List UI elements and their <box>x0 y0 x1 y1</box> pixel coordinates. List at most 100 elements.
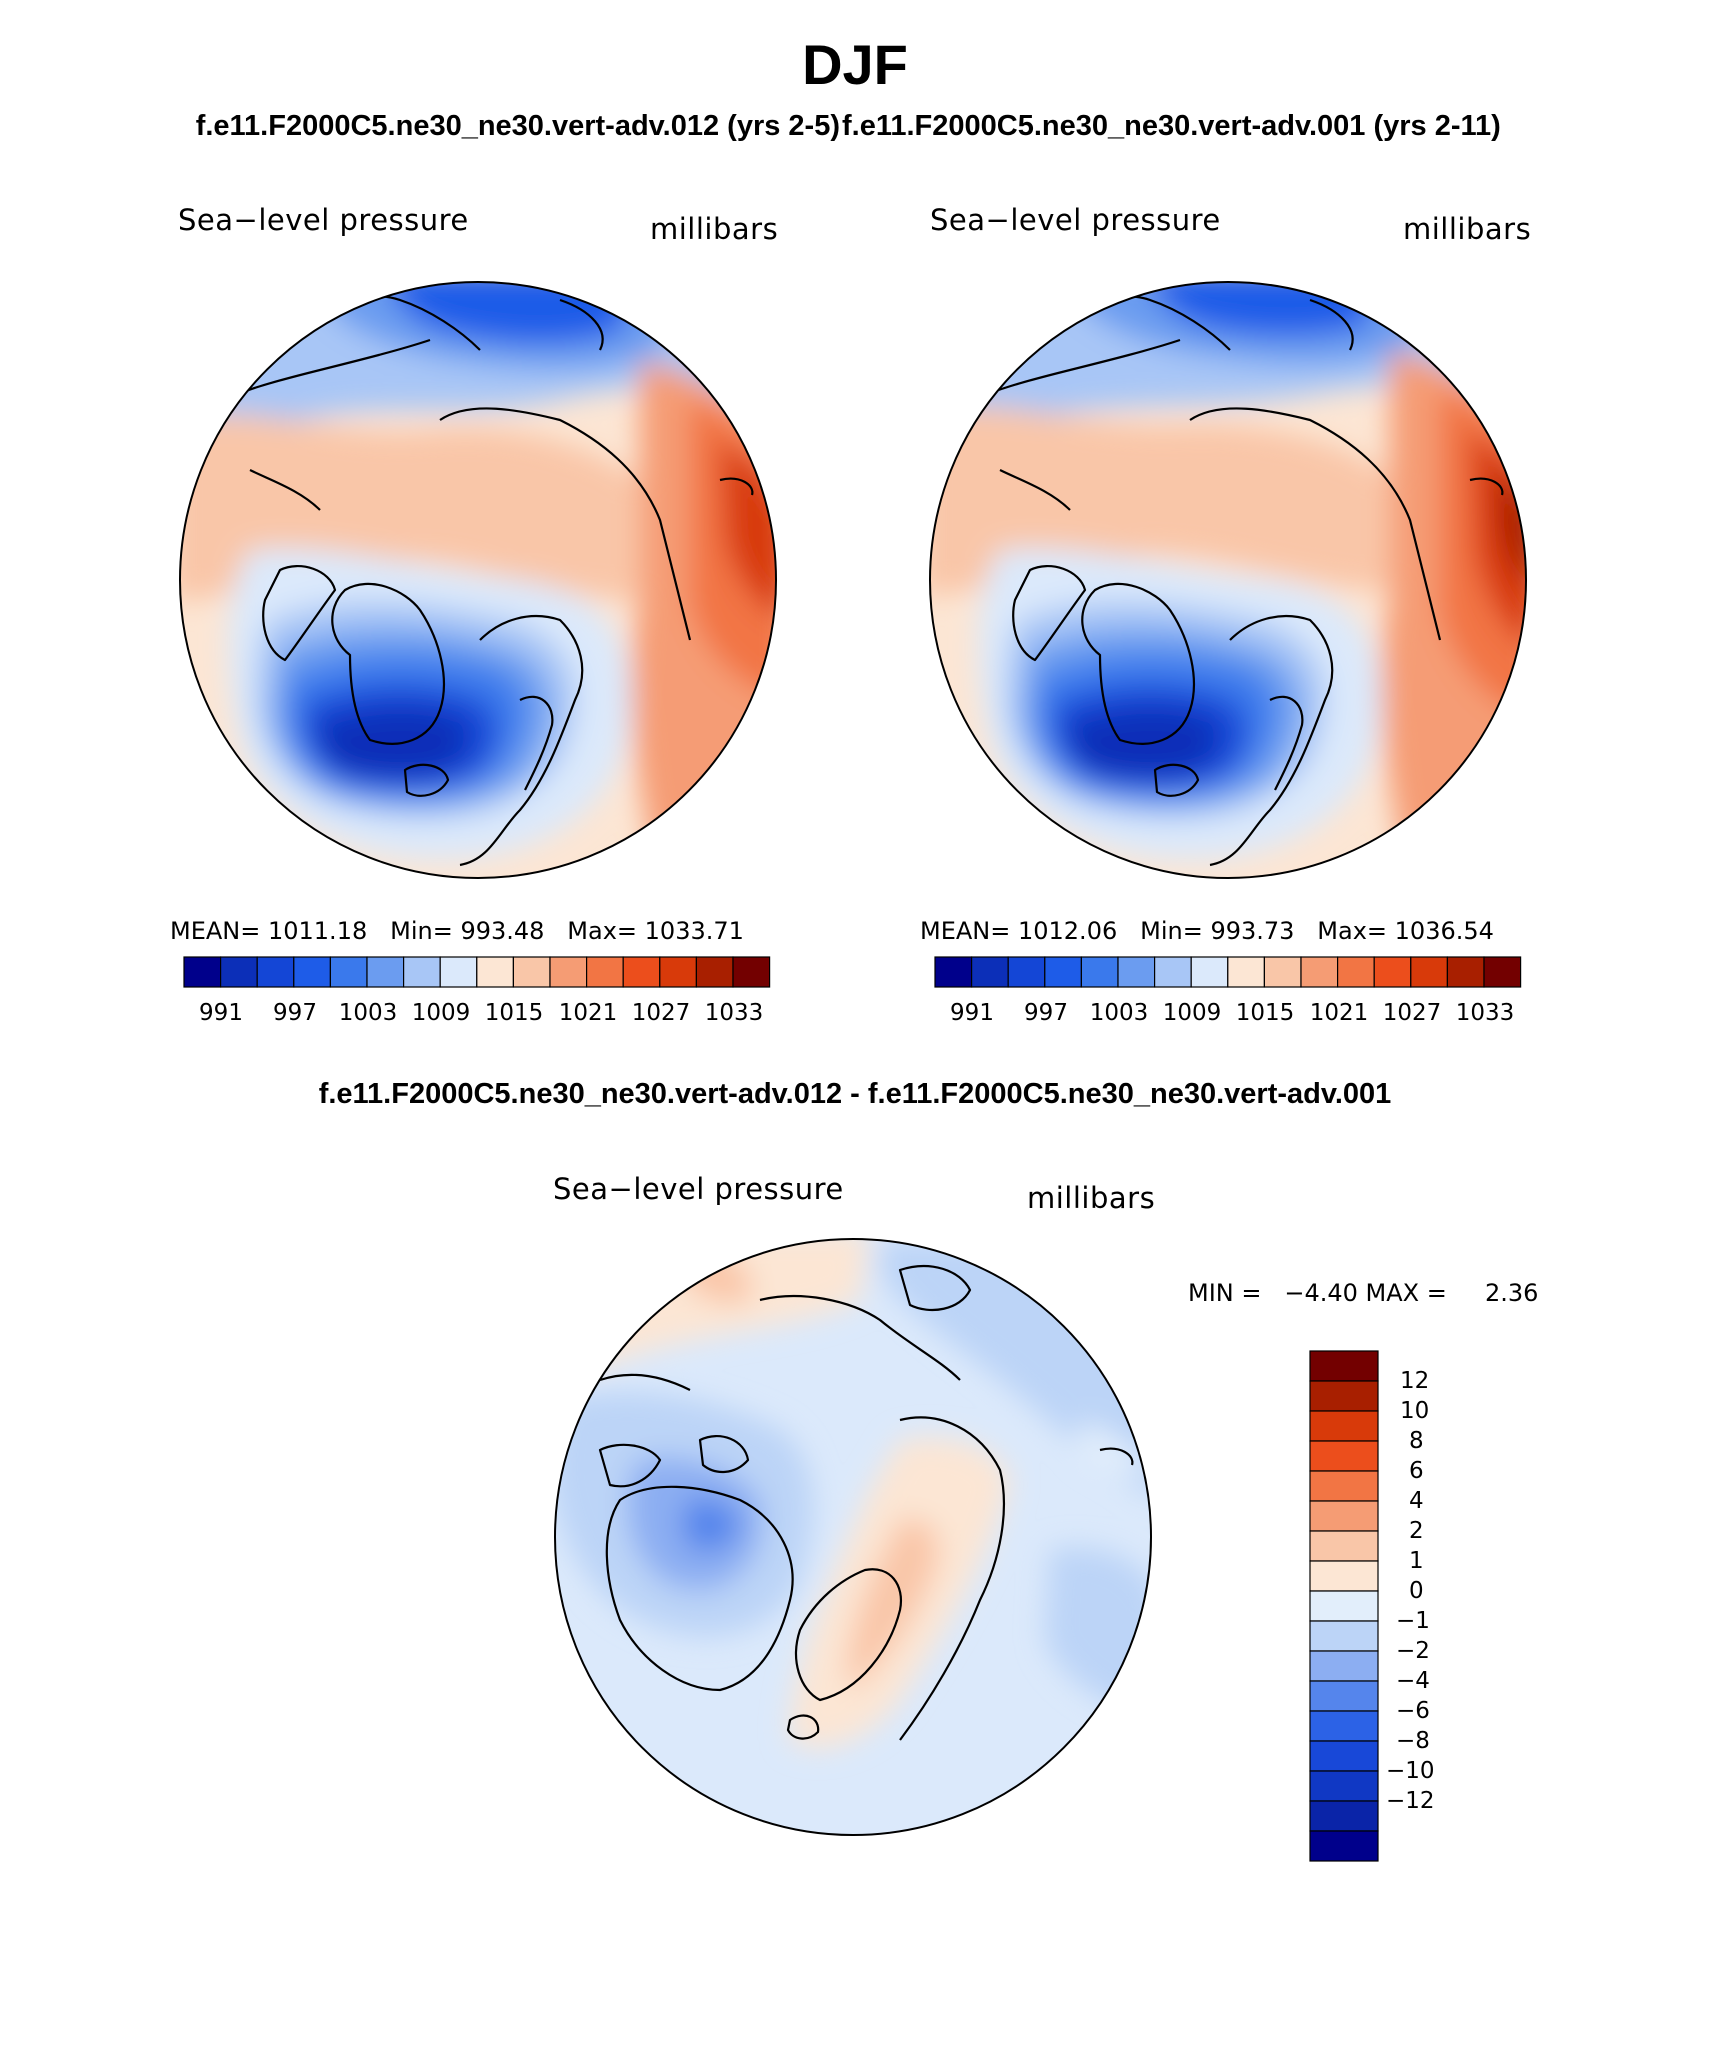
cb3-tick: −6 <box>1396 1698 1430 1724</box>
panel1-coastline <box>199 294 754 867</box>
cb1-tick: 1027 <box>631 1000 691 1026</box>
diff-variable-label: Sea−level pressure <box>553 1172 844 1206</box>
colorbar-swatch <box>1336 956 1375 988</box>
panel2-coastline <box>949 294 1504 867</box>
cb2-tick: 1003 <box>1089 1000 1149 1026</box>
colorbar-swatch <box>183 956 222 988</box>
diff-map-border <box>554 1238 1152 1836</box>
panel2-colorbar <box>934 956 1522 988</box>
diff-title: f.e11.F2000C5.ne30_ne30.vert-adv.012 - f… <box>318 1078 1392 1110</box>
panel1-slp-map <box>180 282 776 878</box>
colorbar-swatch <box>1309 1470 1379 1502</box>
diff-units-label: millibars <box>1027 1181 1156 1215</box>
cb3-tick: −2 <box>1396 1638 1430 1664</box>
colorbar-swatch <box>1309 1350 1379 1382</box>
colorbar-swatch <box>1446 956 1485 988</box>
colorbar-swatch <box>1153 956 1192 988</box>
cb2-tick: 1027 <box>1382 1000 1442 1026</box>
cb2-tick: 997 <box>1024 1000 1068 1026</box>
colorbar-swatch <box>1309 1440 1379 1472</box>
coastlines <box>199 294 1504 1741</box>
colorbar-swatch <box>366 956 405 988</box>
colorbar-swatch <box>1309 1530 1379 1562</box>
cb2-tick: 1015 <box>1235 1000 1295 1026</box>
panel1-colorbar <box>183 956 771 988</box>
colorbar-swatch <box>329 956 368 988</box>
cb3-tick: 1 <box>1409 1548 1424 1574</box>
panel2-map-border <box>929 281 1527 879</box>
colorbar-swatch <box>732 956 771 988</box>
colorbar-swatch <box>622 956 661 988</box>
colorbar-swatch <box>439 956 478 988</box>
cb2-tick: 1021 <box>1309 1000 1369 1026</box>
colorbar-swatch <box>403 956 441 988</box>
cb3-tick: 6 <box>1409 1458 1424 1484</box>
colorbar-swatch <box>293 956 331 988</box>
colorbar-swatch <box>1300 956 1339 988</box>
colorbar-swatch <box>476 956 514 988</box>
colorbar-swatch <box>1309 1680 1379 1712</box>
panel1-variable-label: Sea−level pressure <box>178 203 469 237</box>
colorbar-swatch <box>1044 956 1083 988</box>
colorbar-swatch <box>695 956 734 988</box>
panel2-variable-label: Sea−level pressure <box>930 203 1221 237</box>
colorbar-swatch <box>512 956 551 988</box>
cb3-tick: 4 <box>1409 1488 1424 1514</box>
colorbar-swatch <box>1007 956 1046 988</box>
cb1-tick: 1033 <box>704 1000 764 1026</box>
diff-stats: MIN = −4.40 MAX = 2.36 <box>1188 1279 1539 1307</box>
cb3-tick: −8 <box>1396 1728 1430 1754</box>
colorbar-swatch <box>1080 956 1119 988</box>
cb3-tick: 2 <box>1409 1518 1424 1544</box>
colorbar-swatch <box>1309 1800 1379 1832</box>
cb1-tick: 1009 <box>411 1000 471 1026</box>
cb3-tick: 0 <box>1409 1578 1424 1604</box>
colorbar-swatch <box>1263 956 1302 988</box>
colorbar-swatch <box>1117 956 1156 988</box>
cb1-tick: 1015 <box>484 1000 544 1026</box>
cb3-tick: 8 <box>1409 1428 1424 1454</box>
colorbar-swatch <box>970 956 1009 988</box>
colorbar-swatch <box>1309 1500 1379 1532</box>
panel2-stats: MEAN= 1012.06 Min= 993.73 Max= 1036.54 <box>920 917 1494 945</box>
panel1-units-label: millibars <box>650 212 779 246</box>
colorbar-swatch <box>1309 1380 1379 1412</box>
cb3-tick: −1 <box>1396 1608 1430 1634</box>
cb1-tick: 997 <box>273 1000 317 1026</box>
colorbar-swatch <box>585 956 624 988</box>
cb1-tick: 1003 <box>338 1000 398 1026</box>
colorbar-swatch <box>1309 1740 1379 1772</box>
colorbar-swatch <box>1309 1710 1379 1742</box>
colorbar-swatch <box>220 956 258 988</box>
panel1-map-border <box>179 281 777 879</box>
cb3-tick: 10 <box>1400 1398 1430 1424</box>
cb3-tick: −4 <box>1396 1668 1430 1694</box>
colorbar-swatch <box>1227 956 1266 988</box>
colorbar-swatch <box>1190 956 1229 988</box>
colorbar-swatch <box>659 956 697 988</box>
case2-label: f.e11.F2000C5.ne30_ne30.vert-adv.001 (yr… <box>842 110 1501 142</box>
colorbar-swatch <box>1373 956 1412 988</box>
colorbar-swatch <box>1309 1620 1379 1652</box>
cb2-tick: 991 <box>950 1000 994 1026</box>
cb3-tick: −12 <box>1386 1788 1435 1814</box>
panel1-stats: MEAN= 1011.18 Min= 993.48 Max= 1033.71 <box>170 917 744 945</box>
figure-title: DJF <box>802 33 908 96</box>
colorbar-swatch <box>1410 956 1449 988</box>
colorbar-swatch <box>1309 1830 1379 1862</box>
colorbar-swatch <box>256 956 295 988</box>
diff-coastline <box>598 1265 1134 1741</box>
cb1-tick: 1021 <box>558 1000 618 1026</box>
cb1-tick: 991 <box>199 1000 243 1026</box>
colorbar-swatch <box>1309 1590 1379 1622</box>
colorbar-swatch <box>1309 1410 1379 1442</box>
cb2-tick: 1009 <box>1162 1000 1222 1026</box>
colorbar-swatch <box>1309 1770 1379 1802</box>
panel2-slp-map <box>930 282 1526 878</box>
colorbar-swatch <box>549 956 588 988</box>
case1-label: f.e11.F2000C5.ne30_ne30.vert-adv.012 (yr… <box>195 110 840 142</box>
cb2-tick: 1033 <box>1455 1000 1515 1026</box>
cb3-tick: 12 <box>1400 1368 1430 1394</box>
colorbar-swatch <box>1309 1650 1379 1682</box>
